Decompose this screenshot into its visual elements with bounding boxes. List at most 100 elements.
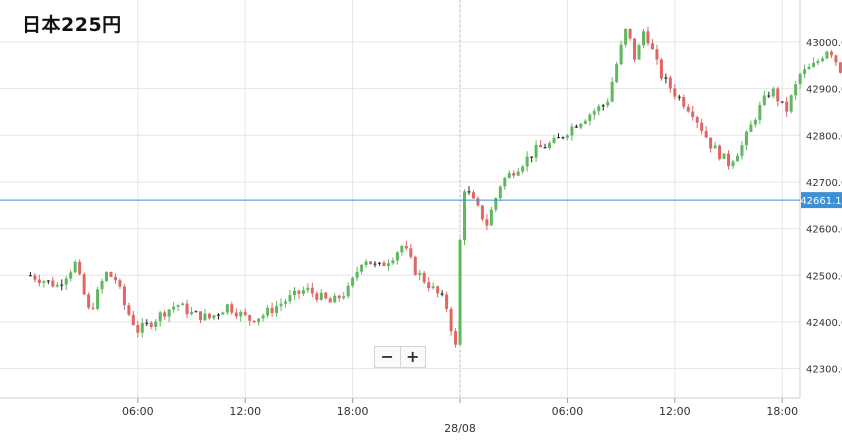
candle-body — [597, 106, 601, 112]
candle-body — [731, 161, 735, 167]
candle-body — [163, 312, 167, 317]
candle-body — [503, 177, 507, 187]
candle-body — [436, 286, 440, 294]
candle-body — [825, 51, 829, 59]
x-tick-label: 06:00 — [122, 405, 154, 418]
candle-body — [646, 31, 650, 44]
candle-body — [279, 303, 283, 307]
candle-body — [812, 62, 816, 67]
candle-body — [391, 260, 395, 264]
candle-body — [243, 311, 247, 316]
candle-body — [315, 293, 319, 300]
candle-body — [257, 318, 261, 323]
candle-body — [418, 272, 422, 275]
candle-body — [686, 106, 690, 112]
candle-body — [592, 111, 596, 115]
candle-body — [355, 271, 359, 278]
candle-body — [409, 248, 413, 257]
candle-body — [100, 280, 104, 290]
candle-body — [610, 82, 614, 102]
candle-body — [230, 304, 234, 313]
candle-body — [700, 122, 704, 131]
candle-body — [709, 137, 713, 149]
candle-body — [118, 280, 122, 287]
candle-body — [565, 135, 569, 138]
x-tick-label: 18:00 — [337, 405, 369, 418]
x-tick-label: 12:00 — [229, 405, 261, 418]
candle-body — [69, 272, 73, 279]
candle-body — [561, 137, 565, 139]
candle-body — [382, 262, 386, 267]
candle-body — [96, 289, 100, 309]
y-tick-label: 42300.0 — [806, 365, 842, 376]
candle-body — [167, 309, 171, 317]
candle-body — [190, 311, 194, 315]
candle-body — [525, 156, 529, 167]
candle-body — [445, 294, 449, 309]
candle-body — [87, 294, 91, 308]
candle-body — [539, 145, 543, 148]
candle-body — [248, 315, 252, 321]
candle-body — [297, 290, 301, 294]
zoom-out-button[interactable]: − — [380, 347, 394, 366]
candle-body — [252, 320, 256, 323]
candle-body — [642, 31, 646, 46]
candle-body — [798, 74, 802, 85]
candle-body — [722, 153, 726, 159]
y-tick-label: 42700.0 — [806, 178, 842, 189]
x-tick-label: 18:00 — [766, 405, 798, 418]
candle-body — [507, 172, 511, 178]
candle-body — [33, 275, 37, 280]
candle-body — [624, 28, 628, 45]
candle-body — [834, 55, 838, 63]
candle-body — [310, 287, 314, 294]
candle-body — [494, 198, 498, 210]
candle-body — [266, 307, 270, 316]
candle-body — [485, 219, 489, 226]
candle-body — [221, 312, 225, 315]
candle-body — [633, 38, 637, 60]
candle-body — [28, 275, 32, 277]
y-tick-label: 42400.0 — [806, 318, 842, 329]
candle-body — [234, 312, 238, 317]
candle-body — [203, 313, 207, 321]
candle-body — [521, 166, 525, 172]
candle-body — [677, 96, 681, 98]
candle-body — [655, 49, 659, 60]
candle-body — [606, 101, 610, 106]
candle-body — [73, 261, 77, 273]
candle-body — [413, 256, 417, 275]
candle-body — [467, 191, 471, 193]
candle-body — [301, 290, 305, 294]
candle-body — [449, 308, 453, 332]
candle-body — [659, 59, 663, 79]
candle-body — [37, 279, 41, 284]
candle-body — [154, 321, 158, 327]
candle-body — [60, 284, 64, 286]
candle-body — [838, 62, 842, 73]
candle-body — [55, 284, 59, 287]
candle-body — [105, 271, 109, 281]
y-tick-label: 43000.0 — [806, 38, 842, 49]
candle-body — [109, 271, 113, 277]
candle-body — [364, 261, 368, 265]
candle-body — [158, 312, 162, 322]
candle-body — [270, 307, 274, 314]
candle-body — [51, 280, 55, 287]
candle-body — [476, 198, 480, 206]
candle-body — [136, 325, 140, 333]
candle-body — [149, 322, 153, 327]
candle-body — [458, 239, 462, 345]
candle-body — [346, 285, 350, 297]
candle-body — [615, 64, 619, 83]
candle-body — [637, 45, 641, 60]
candle-body — [400, 246, 404, 253]
zoom-in-button[interactable]: + — [399, 347, 426, 367]
candle-body — [440, 293, 444, 295]
candle-body — [91, 307, 95, 309]
candle-body — [794, 84, 798, 96]
candle-body — [140, 323, 144, 333]
candle-body — [579, 123, 583, 128]
